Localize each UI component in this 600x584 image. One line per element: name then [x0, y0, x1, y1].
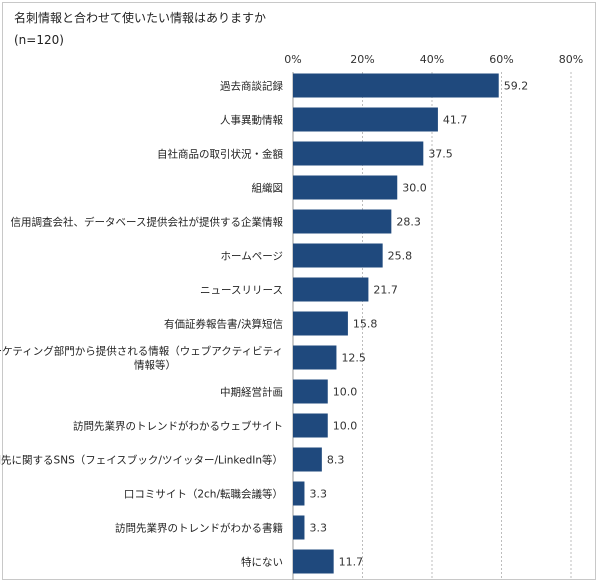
x-tick-label: 60% — [489, 53, 513, 66]
bar — [293, 311, 348, 336]
bars — [293, 73, 499, 574]
bar — [293, 277, 369, 302]
value-label: 59.2 — [504, 80, 528, 93]
bar — [293, 549, 334, 574]
value-label: 3.3 — [309, 488, 327, 501]
bar — [293, 481, 305, 506]
value-label: 8.3 — [327, 454, 345, 467]
value-label: 25.8 — [388, 250, 413, 263]
category-label: 中期経営計画 — [220, 386, 283, 399]
value-label: 41.7 — [443, 114, 468, 127]
bar — [293, 141, 424, 166]
category-label: 信用調査会社、データベース提供会社が提供する企業情報 — [11, 216, 284, 229]
category-label: ニュースリリース — [200, 285, 283, 297]
bar — [293, 413, 328, 438]
value-label: 15.8 — [353, 318, 378, 331]
bar — [293, 379, 328, 404]
category-label: 自社マーケティング部門から提供される情報（ウェブアクティビティ — [0, 345, 283, 358]
bar — [293, 73, 499, 98]
value-label: 21.7 — [373, 284, 398, 297]
value-label: 30.0 — [402, 182, 427, 195]
category-label: 組織図 — [252, 182, 284, 195]
chart-subtitle: (n=120) — [14, 33, 64, 47]
bar — [293, 515, 305, 540]
bar — [293, 209, 392, 234]
x-tick-label: 40% — [420, 53, 444, 66]
category-label: 自社商品の取引状況・金額 — [157, 148, 283, 161]
bar — [293, 345, 337, 370]
category-label: 訪問先業界のトレンドがわかる書籍 — [115, 522, 283, 535]
value-label: 10.0 — [333, 386, 358, 399]
value-label: 12.5 — [341, 352, 366, 365]
x-tick-label: 80% — [559, 53, 583, 66]
category-label: 有価証券報告書/決算短信 — [164, 318, 283, 331]
value-label: 28.3 — [396, 216, 421, 229]
x-axis-ticks: 0% 20% 40% 60% 80% — [284, 53, 583, 66]
category-labels: 過去商談記録人事異動情報自社商品の取引状況・金額組織図信用調査会社、データベース… — [0, 80, 283, 569]
x-tick-label: 0% — [284, 53, 301, 66]
value-label: 3.3 — [309, 522, 327, 535]
category-label: 訪問先に関するSNS（フェイスブック/ツイッター/LinkedIn等） — [0, 454, 283, 467]
category-label: 情報等） — [134, 359, 176, 372]
value-label: 10.0 — [333, 420, 358, 433]
bar — [293, 243, 383, 268]
bar — [293, 447, 322, 472]
category-label: 口コミサイト（2ch/転職会議等） — [124, 488, 283, 501]
bar — [293, 175, 398, 200]
category-label: ホームページ — [221, 251, 283, 263]
value-labels: 59.2 41.7 37.5 30.0 28.3 25.8 21.7 15.8 12.5 10.0… — [309, 80, 528, 569]
x-tick-label: 20% — [350, 53, 374, 66]
category-label: 過去商談記録 — [220, 80, 283, 93]
value-label: 11.7 — [339, 556, 364, 569]
category-label: 人事異動情報 — [220, 114, 283, 127]
bar — [293, 107, 438, 132]
value-label: 37.5 — [428, 148, 453, 161]
category-label: 訪問先業界のトレンドがわかるウェブサイト — [73, 420, 283, 433]
category-label: 特にない — [241, 557, 283, 569]
chart-title: 名刺情報と合わせて使いたい情報はありますか — [14, 11, 267, 25]
